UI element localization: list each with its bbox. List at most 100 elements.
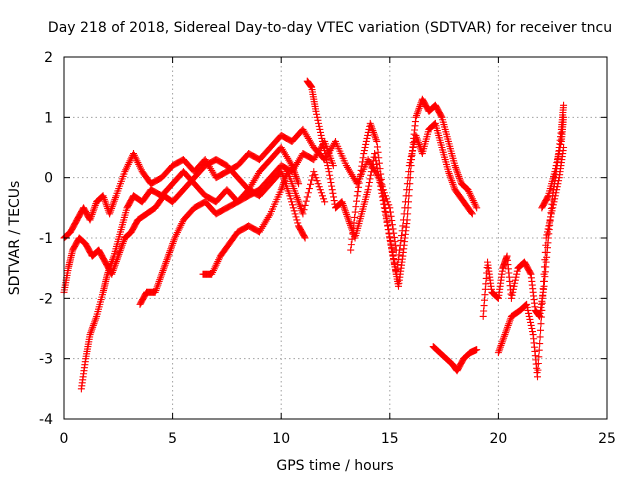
data-point	[364, 131, 372, 139]
data-point	[317, 189, 325, 197]
y-tick-label: 0	[44, 171, 53, 187]
data-point	[304, 189, 312, 197]
data-point	[398, 232, 406, 240]
data-point	[385, 230, 393, 238]
data-point	[291, 210, 299, 218]
data-point	[404, 174, 412, 182]
data-point	[384, 226, 392, 234]
data-point	[388, 245, 396, 253]
data-point	[375, 159, 383, 167]
data-point	[320, 147, 328, 155]
data-point	[524, 306, 532, 314]
data-point	[373, 143, 381, 151]
grid-lines	[64, 57, 607, 419]
data-point	[311, 171, 319, 179]
data-point	[374, 148, 382, 156]
data-point	[553, 183, 561, 191]
data-point	[330, 193, 338, 201]
data-point	[408, 150, 416, 158]
data-point	[541, 256, 549, 264]
data-point	[324, 162, 332, 170]
data-point	[313, 177, 321, 185]
series-trace-5	[199, 168, 329, 278]
data-point	[554, 153, 562, 161]
data-point	[320, 195, 328, 203]
data-point	[379, 186, 387, 194]
data-point	[397, 236, 405, 244]
data-point	[400, 210, 408, 218]
data-point	[538, 299, 546, 307]
data-point	[375, 154, 383, 162]
data-point	[551, 192, 559, 200]
data-point	[560, 113, 568, 121]
data-point	[299, 210, 307, 218]
data-point	[329, 189, 337, 197]
data-point	[386, 234, 394, 242]
data-point	[509, 288, 517, 296]
data-point	[399, 222, 407, 230]
data-point	[540, 263, 548, 271]
x-tick-label: 0	[60, 431, 69, 447]
data-point	[510, 282, 518, 290]
data-point	[512, 273, 520, 281]
data-point	[551, 195, 559, 203]
series-trace-3	[60, 144, 303, 296]
data-point	[351, 208, 359, 216]
data-point	[288, 198, 296, 206]
data-point	[550, 198, 558, 206]
data-point	[545, 222, 553, 230]
data-point	[357, 166, 365, 174]
data-point	[387, 212, 395, 220]
data-point	[549, 201, 557, 209]
data-point	[540, 270, 548, 278]
y-tick-label: -1	[39, 231, 53, 247]
data-points	[60, 77, 568, 393]
data-point	[317, 128, 325, 136]
data-point	[537, 320, 545, 328]
x-tick-labels: 0 5 10 15 20 25	[60, 431, 616, 447]
y-tick-label: 2	[44, 50, 53, 66]
x-tick-label: 10	[272, 431, 290, 447]
data-point	[325, 168, 333, 176]
data-point	[317, 131, 325, 139]
data-point	[352, 203, 360, 211]
data-point	[359, 154, 367, 162]
y-tick-label: 1	[44, 110, 53, 126]
data-point	[544, 225, 552, 233]
data-point	[320, 144, 328, 151]
data-point	[556, 144, 564, 151]
data-point	[376, 165, 384, 173]
data-point	[541, 248, 549, 256]
y-tick-labels: -4 -3 -2 -1 0 1 2	[39, 50, 53, 428]
data-point	[508, 291, 516, 299]
data-point	[305, 185, 313, 193]
data-point	[312, 174, 320, 182]
data-point	[560, 101, 568, 109]
data-point	[557, 140, 565, 148]
data-point	[467, 209, 475, 217]
data-point	[360, 150, 368, 158]
data-point	[377, 170, 385, 178]
data-point	[378, 193, 386, 201]
data-point	[389, 225, 397, 233]
data-point	[403, 180, 411, 188]
axis-ticks	[63, 56, 608, 420]
data-point	[547, 213, 555, 221]
data-point	[315, 183, 323, 191]
data-point	[542, 234, 550, 242]
data-point	[552, 189, 560, 197]
data-point	[302, 197, 310, 205]
data-point	[355, 183, 363, 191]
data-point	[523, 300, 531, 308]
data-point	[547, 210, 555, 218]
data-point	[286, 192, 294, 200]
data-point	[554, 180, 562, 188]
data-point	[313, 110, 321, 118]
data-point	[362, 140, 370, 148]
data-point	[553, 156, 561, 164]
data-point	[509, 285, 517, 293]
data-point	[318, 137, 326, 145]
data-point	[533, 373, 541, 381]
data-point	[396, 246, 404, 254]
